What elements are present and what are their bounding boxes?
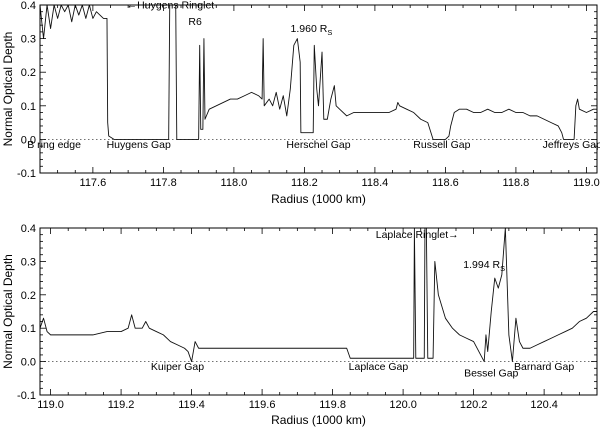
y-tick-label: 0.3: [21, 256, 36, 268]
x-tick-label: 119.8: [319, 399, 346, 411]
x-tick-label: 119.4: [178, 399, 205, 411]
y-axis-title: Normal Optical Depth: [1, 254, 15, 369]
x-tick-label: 118.4: [362, 177, 389, 189]
x-tick-label: 118.8: [503, 177, 530, 189]
x-tick-label: 117.6: [80, 177, 107, 189]
top-panel: 117.6 117.8 118.0 118.2 118.4 118.6 118.8 119.0…: [1, 0, 600, 206]
y-tick-label: -0.1: [17, 168, 36, 180]
annotation-label: ←Huygens Ringlet: [127, 0, 215, 11]
y-tick-label: 0.1: [21, 323, 36, 335]
y-tick-label: 0.3: [21, 34, 36, 46]
annotation-label: B ring edge: [27, 139, 81, 151]
y-tick-label: 0.0: [21, 134, 36, 146]
annotation-label: Laplace Gap: [349, 361, 409, 373]
x-tick-label: 118.0: [221, 177, 248, 189]
annotation-label: Barnard Gap: [514, 361, 574, 373]
y-tick-label: 0.1: [21, 101, 36, 113]
x-tick-label: 120.0: [389, 399, 417, 411]
x-tick-label: 119.6: [249, 399, 276, 411]
bottom-panel: 119.0 119.2 119.4 119.6 119.8 120.0 120.2 120.4…: [1, 223, 598, 427]
x-tick-label: 119.2: [108, 399, 135, 411]
x-tick-label: 119.0: [37, 399, 64, 411]
x-tick-label: 120.2: [460, 399, 488, 411]
annotation-label: Bessel Gap: [464, 368, 518, 380]
y-tick-label: 0.0: [21, 357, 36, 369]
x-tick-label: 117.8: [150, 177, 177, 189]
y-tick-label: 0.4: [21, 223, 36, 235]
annotation-label: R6: [188, 16, 202, 28]
x-tick-label: 119.0: [573, 177, 600, 189]
y-tick-label: 0.2: [21, 290, 36, 302]
plot-frame: [39, 227, 598, 396]
annotation-label: Laplace Ringlet→: [376, 229, 459, 241]
plot-frame: [39, 4, 598, 174]
y-tick-label: -0.1: [17, 390, 36, 402]
annotation-label: Russell Gap: [413, 139, 470, 151]
x-tick-label: 118.6: [432, 177, 459, 189]
x-axis-title: Radius (1000 km): [271, 192, 366, 206]
x-tick-label: 120.4: [530, 399, 558, 411]
x-axis-title: Radius (1000 km): [271, 413, 366, 427]
x-tick-label: 118.2: [291, 177, 318, 189]
annotation-label: Kuiper Gap: [151, 361, 204, 373]
y-axis-title: Normal Optical Depth: [1, 32, 15, 147]
y-tick-label: 0.4: [21, 0, 36, 12]
annotation-label: Huygens Gap: [107, 139, 171, 151]
annotation-label: Jeffreys Gap: [543, 139, 600, 151]
optical-depth-series-0: [40, 228, 597, 363]
annotation-label: Herschel Gap: [286, 139, 350, 151]
annotation-label: 1.960 RS: [291, 23, 333, 37]
annotation-label: 1.994 RS: [463, 259, 505, 273]
optical-depth-series-0: [40, 5, 597, 140]
y-tick-label: 0.2: [21, 67, 36, 79]
